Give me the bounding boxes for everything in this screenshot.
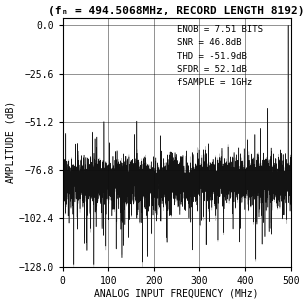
Text: ENOB = 7.51 BITS
SNR = 46.8dB
THD = -51.9dB
SFDR = 52.1dB
fSAMPLE = 1GHz: ENOB = 7.51 BITS SNR = 46.8dB THD = -51.…	[177, 25, 263, 87]
Title: (fₙ = 494.5068MHz, RECORD LENGTH 8192): (fₙ = 494.5068MHz, RECORD LENGTH 8192)	[48, 5, 305, 16]
Y-axis label: AMPLITUDE (dB): AMPLITUDE (dB)	[5, 101, 16, 183]
X-axis label: ANALOG INPUT FREQUENCY (MHz): ANALOG INPUT FREQUENCY (MHz)	[94, 288, 259, 299]
